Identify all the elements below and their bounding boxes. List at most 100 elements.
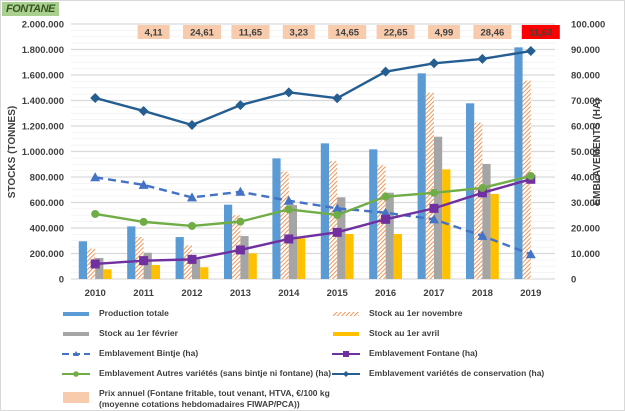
- price-label-bg: [231, 25, 270, 39]
- diamond-marker: [90, 92, 101, 103]
- legend-label: Emblavement Fontane (ha): [369, 348, 478, 358]
- triangle-marker: [90, 172, 101, 182]
- square-marker: [284, 234, 294, 244]
- bar: [514, 47, 523, 279]
- diamond-marker: [525, 46, 536, 57]
- y2-tick-label: 60.000: [571, 122, 600, 133]
- square-marker: [477, 188, 487, 198]
- square-marker: [381, 214, 391, 224]
- series-line: [95, 174, 532, 228]
- y2-tick-label: 100.000: [571, 20, 605, 31]
- legend-label: Stock au 1er février: [99, 328, 178, 338]
- price-label-bg: [137, 25, 170, 39]
- bar: [320, 143, 329, 279]
- x-tick-label: 2014: [278, 288, 300, 299]
- x-tick-label: 2016: [375, 288, 396, 299]
- line-series: [90, 46, 536, 269]
- bar-series: [78, 47, 531, 280]
- bar: [175, 237, 184, 279]
- y2-tick-label: 90.000: [571, 45, 600, 56]
- price-labels: 4,11 24,61 11,65 3,23 14,65 22,65 4,99 28,46 11,…: [137, 25, 560, 39]
- y-tick-label: 1.400.000: [22, 96, 64, 107]
- square-marker: [139, 256, 149, 266]
- y2-tick-label: 70.000: [571, 96, 600, 107]
- price-label: 3,23: [290, 28, 309, 39]
- circle-marker: [91, 209, 100, 218]
- triangle-marker: [138, 179, 149, 189]
- y-axis-title: STOCKS (TONNES): [7, 106, 18, 198]
- bar: [345, 233, 354, 279]
- diamond-marker: [138, 105, 149, 116]
- price-label: 14,65: [335, 28, 359, 39]
- triangle-marker: [235, 186, 246, 196]
- y2-tick-label: 40.000: [571, 173, 600, 184]
- bar: [425, 92, 434, 279]
- circle-marker: [236, 217, 245, 226]
- y-tick-label: 200.000: [30, 249, 64, 260]
- bar: [224, 204, 233, 279]
- y-tick-label: 1.800.000: [22, 45, 64, 56]
- y-tick-label: 800.000: [30, 173, 64, 184]
- price-label: 11,63: [529, 28, 552, 39]
- square-marker: [90, 259, 100, 269]
- price-label: 28,46: [481, 28, 505, 39]
- x-tick-label: 2019: [520, 288, 541, 299]
- bar: [474, 122, 483, 279]
- bar: [329, 161, 338, 279]
- diamond-marker: [283, 87, 294, 98]
- x-axis-ticks: 2010 2011 2012 2013 2014 2015 2016 2017 2018 2019: [85, 288, 542, 299]
- legend-label-line2: (moyenne cotations hebdomadaires FIWAP/P…: [99, 399, 300, 409]
- x-tick-label: 2018: [472, 288, 493, 299]
- left-axis-ticks: 0 200.000 400.000 600.000 800.000 1.000.000 1.…: [22, 20, 64, 286]
- price-label: 11,65: [239, 28, 263, 39]
- circle-marker: [526, 171, 535, 180]
- y-tick-label: 1.000.000: [22, 147, 64, 158]
- legend-label: Prix annuel (Fontane fritable, tout vena…: [99, 388, 330, 398]
- bar: [240, 236, 249, 279]
- square-marker: [187, 254, 197, 264]
- x-tick-label: 2012: [181, 288, 202, 299]
- y-tick-label: 400.000: [30, 224, 64, 235]
- triangle-marker: [332, 203, 343, 213]
- square-marker: [332, 227, 342, 237]
- legend-label: Emblavement variétés de conservation (ha…: [369, 368, 545, 378]
- triangle-marker: [477, 230, 488, 240]
- bar: [490, 193, 499, 279]
- bar: [272, 158, 281, 279]
- price-label: 24,61: [190, 28, 214, 39]
- price-label: 4,11: [145, 28, 164, 39]
- y-tick-label: 1.600.000: [22, 71, 64, 82]
- bar: [95, 257, 104, 279]
- legend-label: Emblavement Bintje (ha): [99, 348, 199, 358]
- diamond-marker: [187, 119, 197, 130]
- y-tick-label: 0: [59, 275, 64, 286]
- bar: [393, 233, 402, 279]
- x-tick-label: 2011: [133, 288, 154, 299]
- x-tick-label: 2017: [423, 288, 444, 299]
- y-tick-label: 600.000: [30, 198, 64, 209]
- triangle-marker: [283, 195, 294, 205]
- chart-title-badge: FONTANE: [2, 2, 59, 16]
- price-label-bg: [521, 25, 560, 39]
- diamond-marker: [235, 100, 246, 111]
- bar: [280, 171, 289, 279]
- square-marker: [429, 203, 439, 213]
- price-label: 4,99: [435, 28, 454, 39]
- bar: [466, 103, 475, 280]
- bar: [78, 241, 87, 279]
- circle-marker: [381, 192, 390, 201]
- y2-tick-label: 0: [571, 275, 576, 286]
- bar: [248, 253, 257, 279]
- y-tick-label: 2.000.000: [22, 20, 64, 31]
- diamond-marker: [477, 53, 488, 64]
- price-label-bg: [183, 25, 221, 39]
- price-label-bg: [473, 25, 512, 39]
- legend-label: Emblavement Autres variétés (sans bintje…: [99, 368, 332, 378]
- diamond-marker: [429, 58, 439, 69]
- triangle-marker: [525, 249, 536, 259]
- y2-axis-title: EMBLAVEMENTS (HA): [592, 98, 603, 205]
- x-tick-label: 2010: [85, 288, 106, 299]
- y2-tick-label: 30.000: [571, 198, 600, 209]
- bar: [482, 163, 491, 279]
